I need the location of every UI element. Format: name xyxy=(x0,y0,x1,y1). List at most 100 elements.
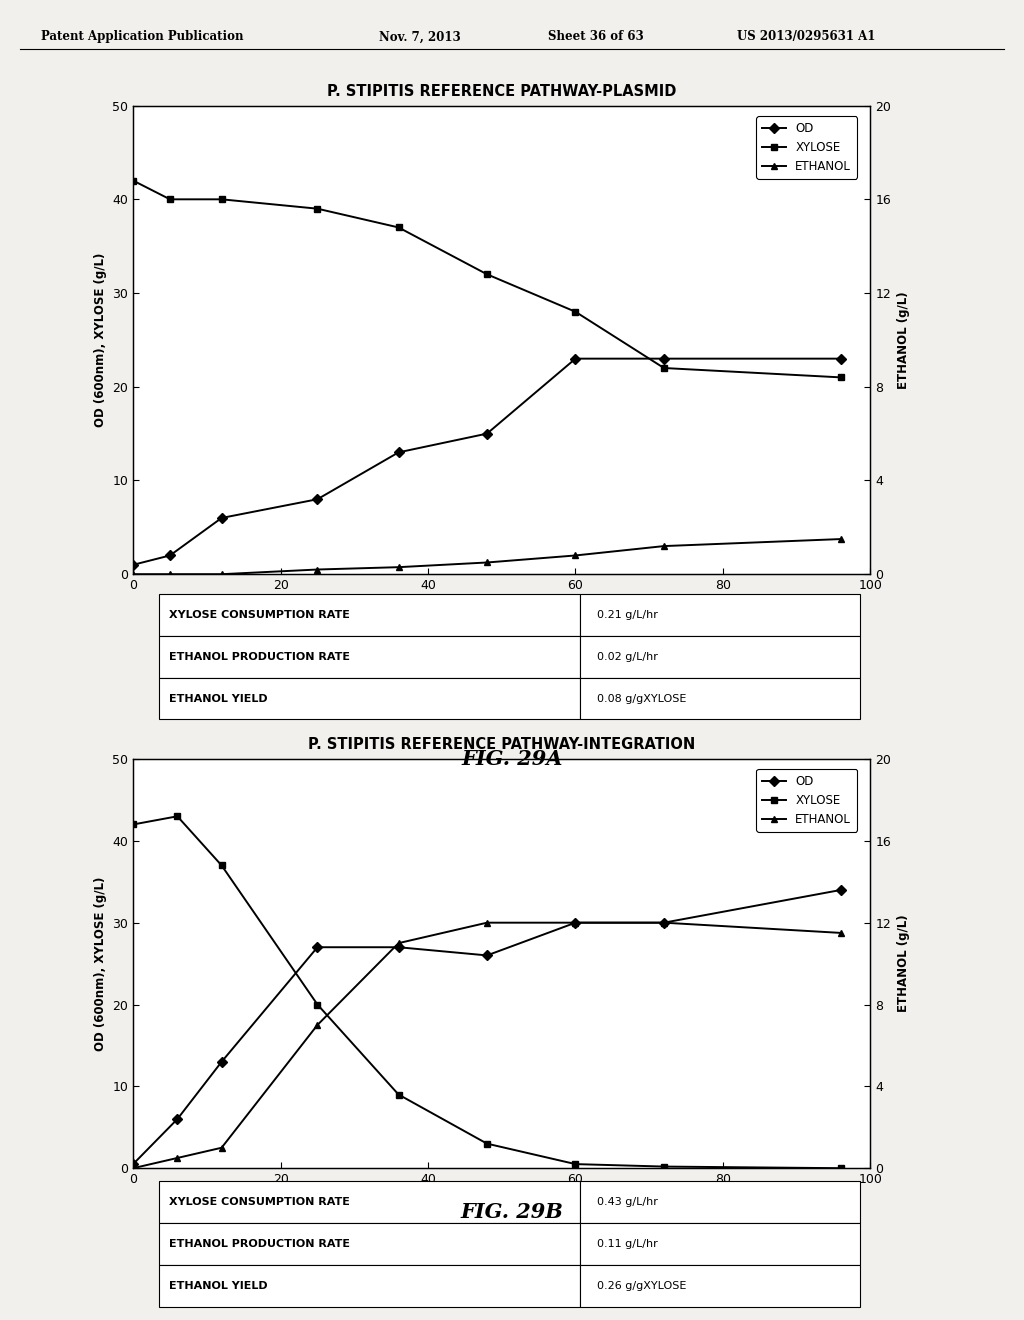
OD xyxy=(311,940,324,956)
Text: Nov. 7, 2013: Nov. 7, 2013 xyxy=(379,30,461,44)
ETHANOL xyxy=(171,1150,183,1166)
OD xyxy=(127,1156,139,1172)
OD xyxy=(835,882,847,898)
XYLOSE xyxy=(835,370,847,385)
Y-axis label: OD (600nm), XYLOSE (g/L): OD (600nm), XYLOSE (g/L) xyxy=(94,252,106,428)
XYLOSE xyxy=(481,1135,494,1151)
Text: ETHANOL PRODUCTION RATE: ETHANOL PRODUCTION RATE xyxy=(169,1239,350,1249)
XYLOSE xyxy=(481,267,494,282)
Bar xyxy=(159,636,580,677)
ETHANOL xyxy=(127,566,139,582)
Bar xyxy=(159,677,580,719)
ETHANOL xyxy=(481,915,494,931)
Line: XYLOSE: XYLOSE xyxy=(130,813,845,1172)
OD xyxy=(171,1111,183,1127)
Text: Sheet 36 of 63: Sheet 36 of 63 xyxy=(548,30,644,44)
Bar xyxy=(580,677,860,719)
XYLOSE xyxy=(569,304,582,319)
ETHANOL xyxy=(835,531,847,546)
Text: 0.43 g/L/hr: 0.43 g/L/hr xyxy=(597,1197,658,1208)
Text: ETHANOL YIELD: ETHANOL YIELD xyxy=(169,1280,268,1291)
Bar xyxy=(580,1224,860,1265)
ETHANOL xyxy=(657,915,670,931)
XYLOSE xyxy=(215,858,227,874)
Line: ETHANOL: ETHANOL xyxy=(130,536,845,578)
Bar xyxy=(159,594,580,636)
X-axis label: TIME (HRS): TIME (HRS) xyxy=(460,1192,544,1205)
XYLOSE xyxy=(569,1156,582,1172)
OD xyxy=(311,491,324,507)
OD xyxy=(481,948,494,964)
OD xyxy=(392,940,404,956)
OD xyxy=(215,510,227,525)
OD xyxy=(481,426,494,442)
XYLOSE xyxy=(392,1086,404,1102)
Text: 0.21 g/L/hr: 0.21 g/L/hr xyxy=(597,610,658,620)
ETHANOL xyxy=(311,561,324,577)
Title: P. STIPITIS REFERENCE PATHWAY-PLASMID: P. STIPITIS REFERENCE PATHWAY-PLASMID xyxy=(327,84,677,99)
XYLOSE xyxy=(392,219,404,235)
Line: OD: OD xyxy=(130,887,845,1168)
ETHANOL xyxy=(215,1139,227,1156)
ETHANOL xyxy=(392,935,404,950)
Bar xyxy=(580,1265,860,1307)
OD xyxy=(127,557,139,573)
Text: ETHANOL PRODUCTION RATE: ETHANOL PRODUCTION RATE xyxy=(169,652,350,661)
ETHANOL xyxy=(481,554,494,570)
Line: XYLOSE: XYLOSE xyxy=(130,177,845,381)
OD xyxy=(569,915,582,931)
Legend: OD, XYLOSE, ETHANOL: OD, XYLOSE, ETHANOL xyxy=(757,116,857,178)
XYLOSE xyxy=(215,191,227,207)
Text: FIG. 29B: FIG. 29B xyxy=(461,1201,563,1222)
Y-axis label: ETHANOL (g/L): ETHANOL (g/L) xyxy=(897,292,909,388)
ETHANOL xyxy=(569,915,582,931)
OD xyxy=(215,1053,227,1069)
Text: 0.11 g/L/hr: 0.11 g/L/hr xyxy=(597,1239,657,1249)
ETHANOL xyxy=(164,566,176,582)
OD xyxy=(657,351,670,367)
XYLOSE xyxy=(657,360,670,376)
OD xyxy=(392,445,404,461)
OD xyxy=(835,351,847,367)
XYLOSE xyxy=(171,808,183,824)
Title: P. STIPITIS REFERENCE PATHWAY-INTEGRATION: P. STIPITIS REFERENCE PATHWAY-INTEGRATIO… xyxy=(308,738,695,752)
Text: FIG. 29A: FIG. 29A xyxy=(461,748,563,770)
Text: Patent Application Publication: Patent Application Publication xyxy=(41,30,244,44)
OD xyxy=(569,351,582,367)
Text: 0.08 g/gXYLOSE: 0.08 g/gXYLOSE xyxy=(597,693,686,704)
Text: XYLOSE CONSUMPTION RATE: XYLOSE CONSUMPTION RATE xyxy=(169,1197,350,1208)
Bar xyxy=(159,1181,580,1224)
Y-axis label: OD (600nm), XYLOSE (g/L): OD (600nm), XYLOSE (g/L) xyxy=(94,876,106,1051)
OD xyxy=(657,915,670,931)
XYLOSE xyxy=(835,1160,847,1176)
ETHANOL xyxy=(311,1016,324,1032)
ETHANOL xyxy=(392,560,404,576)
XYLOSE xyxy=(311,201,324,216)
ETHANOL xyxy=(127,1160,139,1176)
ETHANOL xyxy=(215,566,227,582)
XYLOSE xyxy=(127,173,139,189)
Legend: OD, XYLOSE, ETHANOL: OD, XYLOSE, ETHANOL xyxy=(757,770,857,832)
Bar xyxy=(580,594,860,636)
Line: ETHANOL: ETHANOL xyxy=(130,919,845,1172)
OD xyxy=(164,548,176,564)
XYLOSE xyxy=(164,191,176,207)
ETHANOL xyxy=(657,539,670,554)
Text: 0.26 g/gXYLOSE: 0.26 g/gXYLOSE xyxy=(597,1280,686,1291)
XYLOSE xyxy=(657,1159,670,1175)
Text: XYLOSE CONSUMPTION RATE: XYLOSE CONSUMPTION RATE xyxy=(169,610,350,620)
Bar xyxy=(159,1224,580,1265)
Y-axis label: ETHANOL (g/L): ETHANOL (g/L) xyxy=(897,915,909,1012)
X-axis label: TIME (HRS): TIME (HRS) xyxy=(460,598,544,611)
Text: ETHANOL YIELD: ETHANOL YIELD xyxy=(169,693,268,704)
Bar xyxy=(580,636,860,677)
XYLOSE xyxy=(127,817,139,833)
Bar xyxy=(159,1265,580,1307)
Text: US 2013/0295631 A1: US 2013/0295631 A1 xyxy=(737,30,876,44)
ETHANOL xyxy=(569,548,582,564)
XYLOSE xyxy=(311,997,324,1012)
Bar xyxy=(580,1181,860,1224)
Line: OD: OD xyxy=(130,355,845,569)
Text: 0.02 g/L/hr: 0.02 g/L/hr xyxy=(597,652,658,661)
ETHANOL xyxy=(835,925,847,941)
